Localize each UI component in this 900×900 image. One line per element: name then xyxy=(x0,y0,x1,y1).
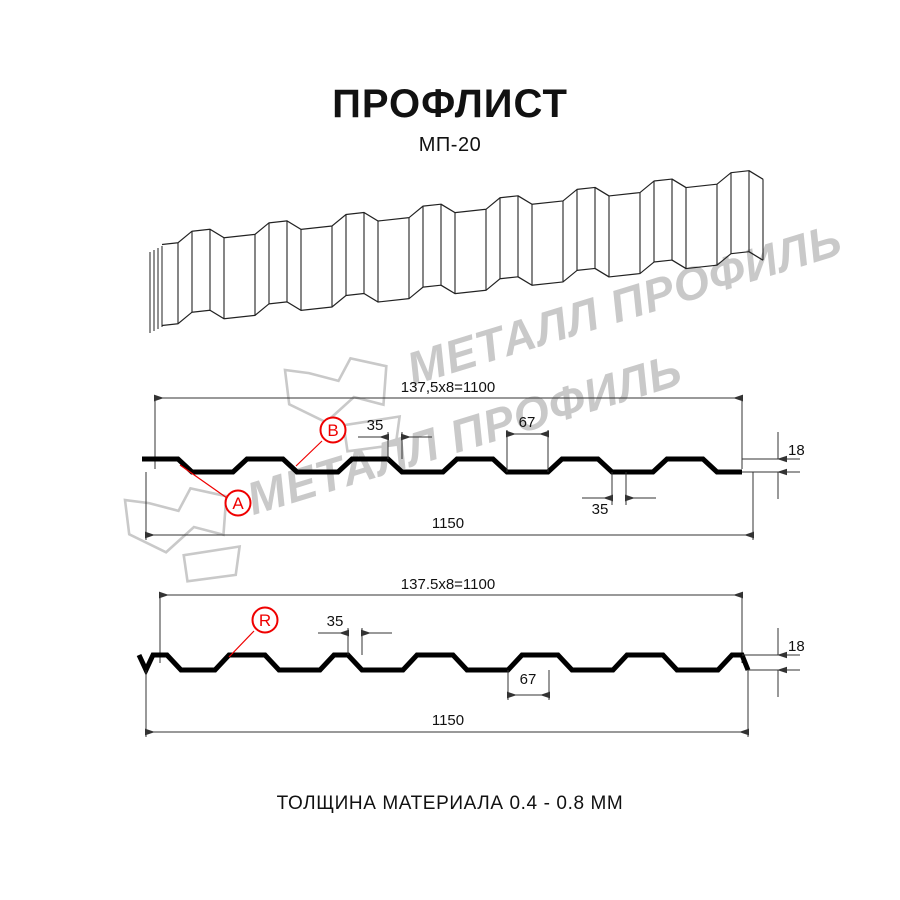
dimension-height-b xyxy=(742,628,800,697)
dimension-overall-bottom-a xyxy=(145,472,754,540)
dimension-label-overall-bottom-b: 1150 xyxy=(432,712,464,729)
marker-r-label: R xyxy=(259,611,271,630)
material-thickness-note: ТОЛЩИНА МАТЕРИАЛА 0.4 - 0.8 ММ xyxy=(276,793,624,814)
dimension-label-rib-top-a: 35 xyxy=(367,417,384,434)
dimension-label-rib-lower-a: 35 xyxy=(592,501,609,518)
page-subtitle: МП-20 xyxy=(418,134,482,156)
dimension-valley-b xyxy=(507,670,550,700)
sheet-edge-lines xyxy=(149,246,163,333)
dimension-overall-top-b xyxy=(159,591,743,663)
marker-r: R xyxy=(228,606,279,658)
dimension-overall-bottom-b xyxy=(145,670,749,737)
dimension-rib-lower-a xyxy=(582,472,656,505)
dimension-label-overall-top-b: 137.5x8=1100 xyxy=(401,576,495,593)
isometric-ribs xyxy=(162,170,764,327)
metall-profil-logo xyxy=(283,356,402,453)
marker-b: B xyxy=(295,416,347,467)
profile-section-b xyxy=(136,652,751,676)
marker-b-label: B xyxy=(327,421,338,440)
marker-a-label: A xyxy=(232,494,244,513)
profile-section-a xyxy=(142,456,742,475)
dimension-label-valley-b: 67 xyxy=(520,671,537,688)
dimension-label-rib-top-b: 35 xyxy=(327,613,344,630)
dimension-valley-a xyxy=(506,430,549,472)
dimension-rib-top-a xyxy=(358,432,432,459)
page-title: ПРОФЛИСТ xyxy=(332,82,568,126)
dimension-label-height-a: 18 xyxy=(788,442,805,459)
metall-profil-logo xyxy=(123,486,242,583)
dimension-label-overall-top-a: 137,5x8=1100 xyxy=(401,379,495,396)
dimension-rib-top-b xyxy=(318,628,392,655)
marker-a: A xyxy=(179,464,252,517)
dimension-label-valley-a: 67 xyxy=(519,414,536,431)
dimension-label-height-b: 18 xyxy=(788,638,805,655)
dimension-label-overall-bottom-a: 1150 xyxy=(432,515,464,532)
isometric-profile-sheet xyxy=(149,170,764,333)
dimension-height-a xyxy=(742,432,800,499)
